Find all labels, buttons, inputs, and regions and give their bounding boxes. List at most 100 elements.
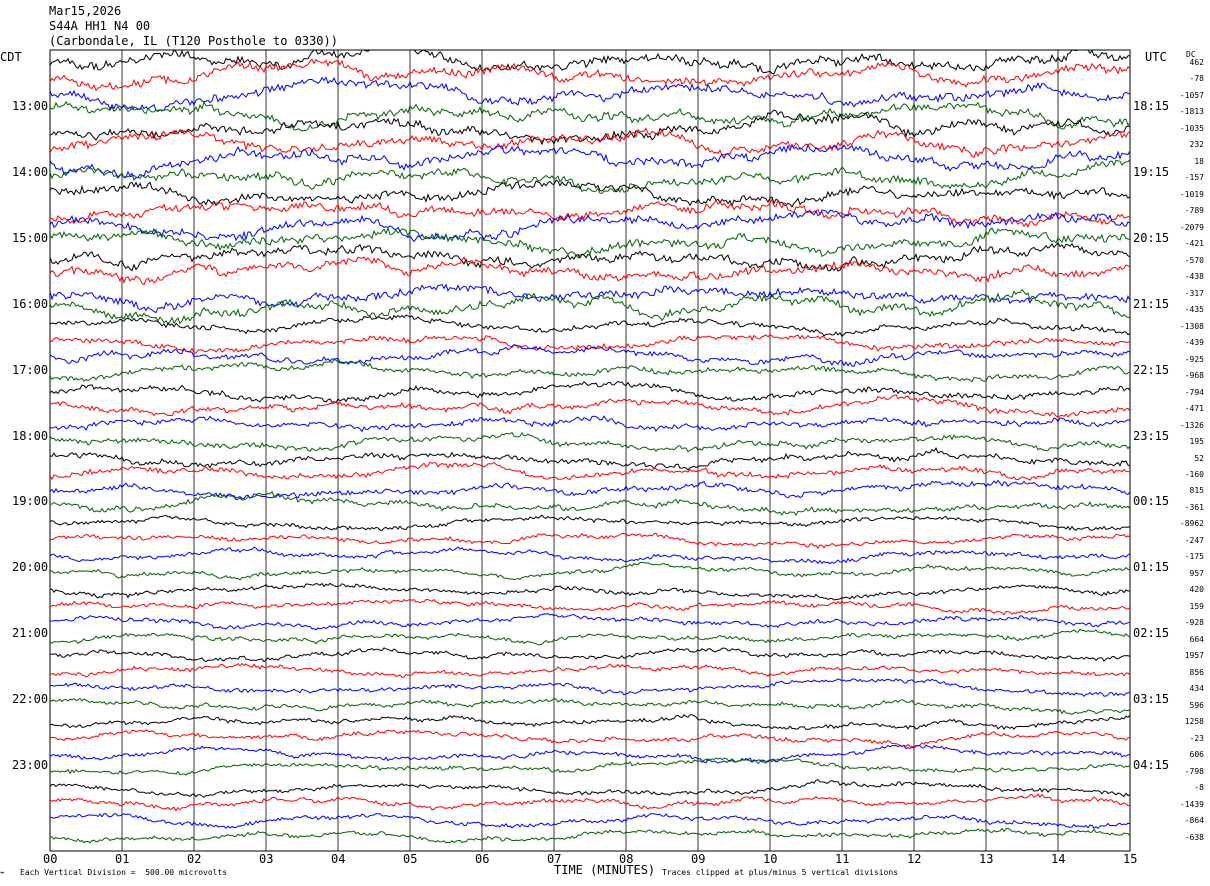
seismic-trace [50,481,1130,499]
dc-offset-label: 159 [1178,602,1204,611]
seismic-trace [50,758,1130,775]
dc-offset-label: -157 [1178,173,1204,182]
dc-offset-label: -247 [1178,536,1204,545]
seismic-trace [50,533,1130,548]
x-tick-label: 04 [331,852,345,866]
left-hour-label: 16:00 [12,297,48,311]
seismic-trace [50,745,1130,763]
seismic-trace [50,416,1130,431]
dc-offset-label: -1326 [1178,421,1204,430]
right-hour-label: 19:15 [1133,165,1169,179]
scale-marker-icon: ⌁ [0,868,5,877]
right-hour-label: 01:15 [1133,560,1169,574]
left-hour-label: 14:00 [12,165,48,179]
x-tick-label: 14 [1051,852,1065,866]
seismic-trace [50,583,1130,600]
x-tick-label: 13 [979,852,993,866]
seismic-trace [50,814,1130,829]
seismic-trace [50,180,1130,207]
left-hour-label: 19:00 [12,494,48,508]
dc-offset-label: -638 [1178,833,1204,842]
plot-frame [50,50,1130,851]
dc-offset-label: -361 [1178,503,1204,512]
dc-offset-label: 232 [1178,140,1204,149]
right-hour-label: 21:15 [1133,297,1169,311]
left-hour-label: 15:00 [12,231,48,245]
dc-offset-label: -421 [1178,239,1204,248]
x-tick-label: 06 [475,852,489,866]
seismic-trace [50,780,1130,798]
vertical-scale-note: Each Vertical Division = 500.00 microvol… [20,868,227,877]
seismic-trace [50,345,1130,367]
x-tick-label: 05 [403,852,417,866]
dc-offset-label: -1019 [1178,190,1204,199]
left-hour-label: 13:00 [12,99,48,113]
seismic-trace [50,102,1130,131]
seismic-trace [50,715,1130,730]
seismic-trace [50,159,1130,193]
dc-offset-label: -438 [1178,272,1204,281]
dc-offset-label: -925 [1178,355,1204,364]
dc-offset-label: -471 [1178,404,1204,413]
right-hour-label: 18:15 [1133,99,1169,113]
seismic-trace [50,228,1130,258]
x-axis-title: TIME (MINUTES) [554,863,655,877]
x-tick-label: 15 [1123,852,1137,866]
dc-offset-label: -794 [1178,388,1204,397]
dc-offset-label: 856 [1178,668,1204,677]
dc-offset-label: -439 [1178,338,1204,347]
dc-offset-label: 664 [1178,635,1204,644]
seismic-trace [50,284,1130,312]
right-hour-label: 04:15 [1133,758,1169,772]
dc-offset-label: -864 [1178,816,1204,825]
x-tick-label: 12 [907,852,921,866]
dc-offset-label: -435 [1178,305,1204,314]
dc-offset-label: -968 [1178,371,1204,380]
dc-offset-label: 957 [1178,569,1204,578]
seismic-trace [50,145,1130,180]
seismic-trace [50,335,1130,354]
seismic-trace [50,794,1130,811]
seismic-trace [50,698,1130,714]
seismic-trace [50,648,1130,662]
dc-offset-label: -789 [1178,206,1204,215]
dc-offset-label: -1813 [1178,107,1204,116]
dc-offset-label: 434 [1178,684,1204,693]
x-tick-label: 09 [691,852,705,866]
dc-offset-label: -1035 [1178,124,1204,133]
dc-offset-label: 52 [1178,454,1204,463]
seismic-trace [50,315,1130,336]
dc-offset-label: 195 [1178,437,1204,446]
seismic-trace [50,664,1130,678]
seismic-trace [50,290,1130,325]
seismic-trace [50,562,1130,580]
seismic-trace [50,462,1130,480]
right-hour-label: 22:15 [1133,363,1169,377]
seismic-trace [50,547,1130,564]
right-hour-label: 00:15 [1133,494,1169,508]
seismic-trace [50,381,1130,402]
seismic-trace [50,515,1130,530]
x-tick-label: 11 [835,852,849,866]
dc-offset-label: -928 [1178,618,1204,627]
dc-offset-label: -2079 [1178,223,1204,232]
seismic-trace [50,257,1130,285]
seismic-trace [50,629,1130,644]
seismic-trace [50,433,1130,452]
right-hour-label: 03:15 [1133,692,1169,706]
dc-offset-label: -160 [1178,470,1204,479]
dc-offset-label: 815 [1178,486,1204,495]
seismic-trace [50,600,1130,615]
seismic-trace [50,243,1130,271]
dc-offset-label: -570 [1178,256,1204,265]
left-hour-label: 21:00 [12,626,48,640]
dc-offset-label: 1258 [1178,717,1204,726]
dc-offset-label: -8962 [1178,519,1204,528]
dc-offset-label: 1957 [1178,651,1204,660]
x-tick-label: 03 [259,852,273,866]
dc-offset-label: 606 [1178,750,1204,759]
dc-offset-label: -175 [1178,552,1204,561]
clipping-note: Traces clipped at plus/minus 5 vertical … [662,868,898,877]
dc-offset-label: 420 [1178,585,1204,594]
